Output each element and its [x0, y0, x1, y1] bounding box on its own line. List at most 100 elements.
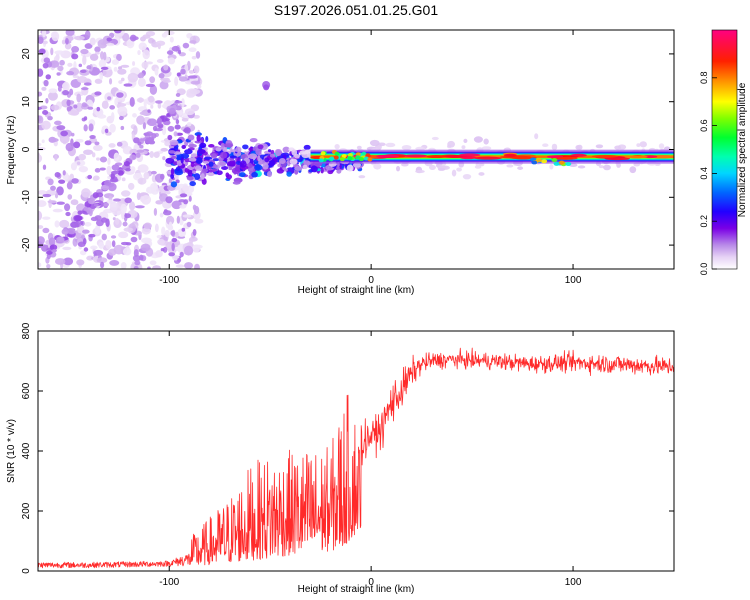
spectrogram-cell — [104, 179, 112, 186]
spectrogram-cell — [70, 132, 75, 137]
spectrogram-cell — [365, 153, 371, 158]
colorbar-tick-label: 0.6 — [699, 119, 709, 132]
spectrogram-cell — [193, 65, 200, 74]
spectrogram-cell — [303, 160, 311, 166]
spectrogram-cell — [154, 223, 159, 233]
spectrogram-cell — [150, 182, 158, 191]
spectrogram-cell — [124, 213, 132, 219]
spectrogram-cell — [74, 215, 82, 221]
spectrogram-cell — [658, 143, 665, 149]
spectrogram-cell — [310, 165, 318, 173]
spectrogram-cell — [173, 131, 178, 137]
spectrogram-cell — [269, 153, 276, 158]
spectrogram-cell — [65, 30, 75, 37]
spectrogram-cell — [216, 170, 223, 176]
spectrogram-cell — [92, 175, 100, 181]
spectrogram-cell — [81, 102, 87, 108]
spectrogram-cell — [212, 158, 220, 162]
spectrogram-cell — [103, 202, 110, 207]
spectrogram-cell — [38, 225, 44, 229]
spectrogram-cell — [87, 106, 94, 110]
spectrogram-cell — [248, 153, 258, 160]
spectrogram-cell — [534, 133, 539, 140]
spectrogram-cell — [56, 201, 65, 205]
spectrogram-cell — [169, 36, 174, 43]
spectrogram-cell — [98, 241, 105, 249]
spectrogram-cell — [191, 170, 197, 174]
spectrogram-cell — [320, 151, 326, 156]
spectrogram-cell — [62, 82, 68, 90]
spectrogram-cell — [120, 64, 130, 68]
spectrogram-cell — [38, 190, 48, 195]
spectrogram-cell — [118, 231, 129, 239]
spectrogram-cell — [542, 143, 549, 148]
spectrogram-cell — [170, 167, 175, 176]
spectrogram-cell — [138, 42, 147, 51]
spectrogram-cell — [38, 142, 42, 147]
spectrogram-cell — [276, 168, 284, 174]
spectrogram-cell — [249, 138, 258, 143]
spectrogram-cell — [129, 148, 138, 156]
spectrogram-cell — [257, 155, 261, 162]
spectrogram-cell — [108, 143, 116, 148]
spectrogram-cell — [46, 253, 51, 260]
x-tick-label: 0 — [368, 275, 374, 286]
spectrogram-cell — [117, 68, 127, 75]
spectrogram-cell — [174, 100, 183, 104]
spectrogram-cell — [167, 57, 176, 65]
spectrogram-cell — [99, 51, 104, 60]
y-tick-label: 0 — [21, 146, 32, 152]
spectrogram-cell — [190, 80, 201, 85]
spectrogram-cell — [229, 155, 237, 159]
spectrogram-cell — [358, 175, 366, 179]
spectrogram-cell — [94, 91, 102, 96]
spectrogram-cell — [130, 166, 136, 173]
spectrogram-cell — [133, 125, 138, 135]
x-tick-label: -100 — [159, 275, 179, 286]
spectrogram-cell — [186, 221, 192, 228]
spectrogram-cell — [38, 154, 43, 163]
spectrogram-cell — [639, 141, 647, 148]
spectrogram-cell — [415, 146, 426, 151]
spectrogram-cell — [251, 171, 258, 178]
spectrogram-cell — [48, 237, 56, 247]
spectrogram-cell — [183, 245, 194, 256]
spectrogram-cell — [162, 246, 168, 253]
spectrogram-cell — [100, 66, 109, 70]
spectrogram-cell — [114, 97, 119, 106]
spectrogram-cell — [132, 61, 136, 66]
spectrogram-cell — [66, 71, 75, 76]
spectrogram-cell — [161, 32, 168, 38]
spectrogram-cell — [174, 76, 179, 87]
spectrogram-cell — [136, 149, 145, 153]
spectrogram-cell — [160, 247, 165, 252]
spectrogram-cell — [230, 149, 237, 153]
spectrogram-cell — [150, 170, 157, 175]
spectrogram-cell — [47, 91, 58, 101]
colorbar-tick-label: 0.8 — [699, 72, 709, 85]
spectrogram-cell — [142, 34, 151, 39]
spectrogram-cell — [78, 63, 83, 68]
spectrogram-cell — [171, 237, 178, 243]
spectrogram-cell — [66, 181, 73, 190]
spectrogram-cell — [94, 51, 100, 55]
spectrogram-cell — [96, 157, 100, 161]
spectrogram-cell — [188, 157, 197, 162]
spectrogram-cell — [67, 62, 73, 67]
spectrogram-cell — [257, 144, 264, 150]
spectrogram-cell — [71, 46, 80, 53]
x-tick-label: 0 — [368, 577, 374, 588]
spectrogram-cell — [59, 59, 65, 66]
spectrogram-cell — [122, 247, 132, 256]
chart-title: S197.2026.051.01.25.G01 — [274, 2, 438, 18]
spectrogram-cell — [137, 164, 149, 173]
spectrogram-cell — [629, 166, 637, 174]
spectrogram-cell — [86, 255, 95, 261]
spectrogram-cell — [431, 136, 439, 141]
spectrogram-cell — [215, 147, 222, 152]
spectrogram-cell — [106, 165, 112, 176]
spectrogram-cell — [473, 156, 502, 160]
spectrogram-cell — [125, 168, 131, 172]
spectrogram-cell — [109, 178, 119, 183]
